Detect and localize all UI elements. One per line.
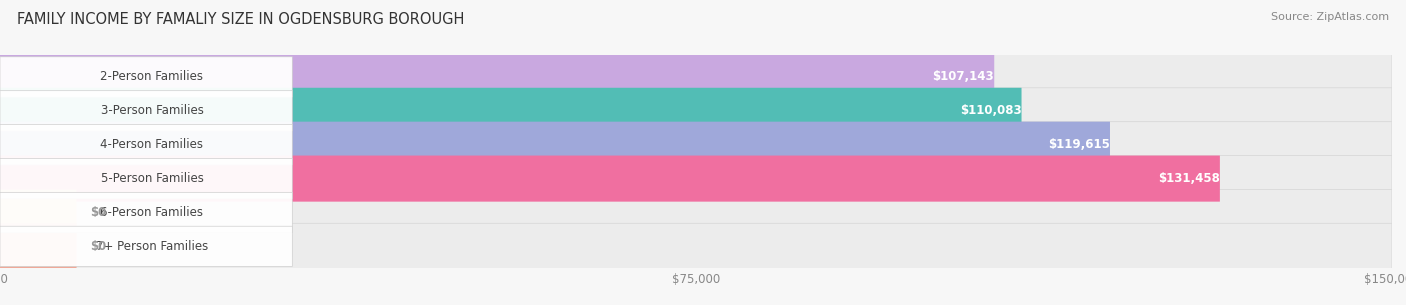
FancyBboxPatch shape: [0, 57, 292, 97]
Text: $131,458: $131,458: [1159, 172, 1220, 185]
FancyBboxPatch shape: [0, 122, 1109, 168]
FancyBboxPatch shape: [0, 88, 1022, 134]
Text: 4-Person Families: 4-Person Families: [100, 138, 204, 151]
Text: FAMILY INCOME BY FAMALIY SIZE IN OGDENSBURG BOROUGH: FAMILY INCOME BY FAMALIY SIZE IN OGDENSB…: [17, 12, 464, 27]
FancyBboxPatch shape: [0, 226, 292, 267]
Text: Source: ZipAtlas.com: Source: ZipAtlas.com: [1271, 12, 1389, 22]
FancyBboxPatch shape: [0, 54, 1392, 100]
Text: 2-Person Families: 2-Person Families: [100, 70, 204, 84]
FancyBboxPatch shape: [0, 223, 1392, 269]
FancyBboxPatch shape: [0, 122, 1392, 168]
FancyBboxPatch shape: [0, 91, 292, 131]
FancyBboxPatch shape: [0, 156, 1392, 202]
Text: 3-Person Families: 3-Person Families: [101, 104, 204, 117]
FancyBboxPatch shape: [0, 156, 1220, 202]
FancyBboxPatch shape: [0, 189, 76, 235]
Text: $110,083: $110,083: [960, 104, 1022, 117]
FancyBboxPatch shape: [0, 159, 292, 199]
FancyBboxPatch shape: [0, 223, 76, 269]
FancyBboxPatch shape: [0, 124, 292, 165]
FancyBboxPatch shape: [0, 189, 1392, 235]
Text: 7+ Person Families: 7+ Person Families: [96, 240, 208, 253]
Text: $0: $0: [90, 206, 107, 219]
FancyBboxPatch shape: [0, 54, 994, 100]
FancyBboxPatch shape: [0, 192, 292, 233]
FancyBboxPatch shape: [0, 88, 1392, 134]
Text: $107,143: $107,143: [932, 70, 994, 84]
Text: 6-Person Families: 6-Person Families: [100, 206, 204, 219]
Text: 5-Person Families: 5-Person Families: [101, 172, 204, 185]
Text: $0: $0: [90, 240, 107, 253]
Text: $119,615: $119,615: [1047, 138, 1109, 151]
